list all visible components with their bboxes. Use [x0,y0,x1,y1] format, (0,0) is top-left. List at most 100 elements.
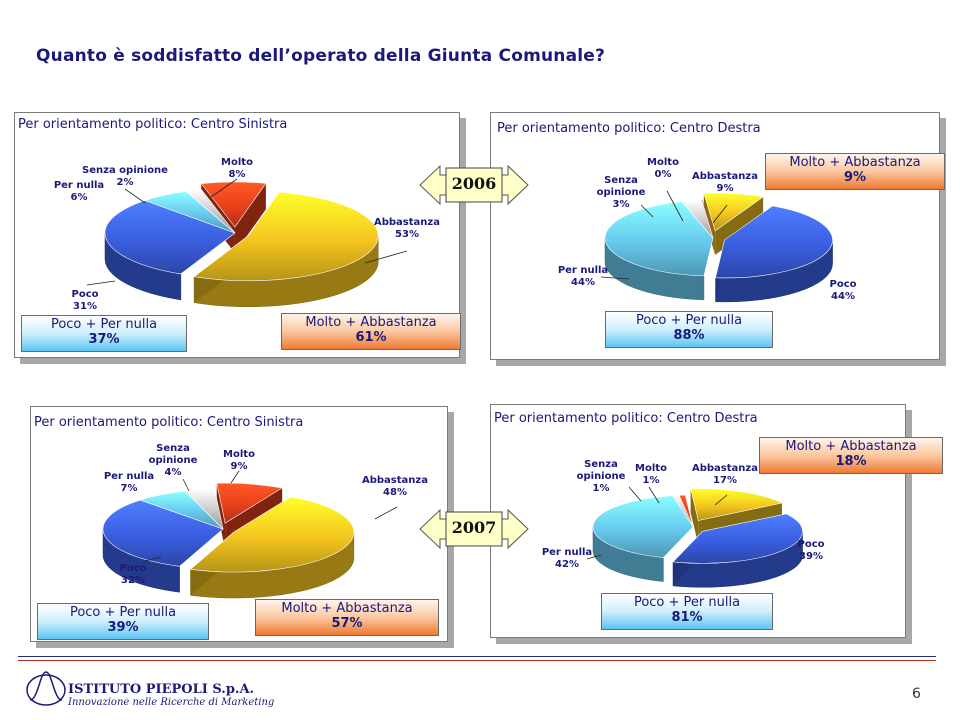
data-label-molto: Molto 9% [223,449,255,472]
pie-chart: Molto 8% Abbastanza 53% Poco 31% Per nulla 6%Se… [54,157,440,312]
summary-label: Poco + Per nulla [633,595,741,610]
pie-slice-abbastanza [193,191,379,282]
pie-chart: Molto 1% Abbastanza 17% Poco 39% Per nulla 42% S… [542,459,825,588]
pie-slice-abbastanza [703,192,764,232]
pie-slice-per-nulla [592,495,694,558]
pie-slice-poco [104,200,236,275]
summary-value: 39% [107,620,139,635]
year-marker-2007: 2007 [418,506,530,552]
leader-line [230,470,240,484]
summary-box-poco-per-nulla: Poco + Per nulla 39% [37,603,209,640]
pie-slice-senza-opinione [681,199,714,239]
leader-line [374,506,398,520]
leader-line [364,250,408,264]
data-label-poco: Poco 39% [798,539,825,562]
data-label-per-nulla: Per nulla 6% [54,180,104,203]
summary-box-molto-abbastanza: Molto + Abbastanza 61% [281,313,461,350]
summary-box-poco-per-nulla: Poco + Per nulla 37% [21,315,187,352]
data-label-per-nulla: Per nulla 7% [104,471,154,494]
pie-cut-face [216,483,226,550]
chart-panel-2007-centro-destra: Per orientamento politico: Centro Destra… [490,404,943,638]
chart-panel-2006-centro-destra: Per orientamento politico: Centro Destra… [490,112,945,360]
summary-value: 88% [673,328,705,343]
pie-slice-senza-opinione [184,488,224,530]
leader-line [712,204,728,224]
pie-slice-poco [672,513,803,564]
page-number: 6 [912,686,921,702]
pie-slice-senza-opinione [672,495,694,528]
pie-slice-abbastanza [189,496,355,573]
pie-slice-molto [200,181,267,228]
data-label-senza-opinione: Senza opinione 2% [82,165,168,188]
summary-box-molto-abbastanza: Molto + Abbastanza 57% [255,599,439,636]
company-tagline: Innovazione nelle Ricerche di Marketing [68,697,275,708]
leader-line [144,556,162,562]
leader-line [714,494,728,506]
data-label-per-nulla: Per nulla 42% [542,547,592,570]
leader-line [666,190,684,222]
summary-box-molto-abbastanza: Molto + Abbastanza 18% [759,437,943,474]
leader-line [124,188,146,204]
data-label-poco: Poco 44% [830,279,857,302]
summary-label: Poco + Per nulla [635,313,743,328]
pie-slice-poco [715,205,833,279]
data-label-senza-opinione: Senza opinione 3% [597,175,646,210]
chart-title: Per orientamento politico: Centro Sinist… [34,415,304,430]
pie-cut-face [234,183,266,254]
summary-value: 18% [835,454,867,469]
summary-value: 61% [355,330,387,345]
chart-title: Per orientamento politico: Centro Destra [497,121,761,136]
data-label-senza-opinione: Senza opinione 4% [149,443,198,478]
leader-line [640,204,654,218]
data-label-molto: Molto 8% [221,157,253,180]
double-arrow-icon [419,508,529,550]
summary-box-poco-per-nulla: Poco + Per nulla 88% [605,311,773,348]
company-name: ISTITUTO PIEPOLI S.p.A. [68,682,255,697]
summary-value: 9% [843,170,867,185]
summary-value: 57% [331,616,363,631]
chart-title: Per orientamento politico: Centro Sinist… [18,117,288,132]
data-label-per-nulla: Per nulla 44% [558,265,608,288]
summary-value: 81% [671,610,703,625]
summary-label: Poco + Per nulla [69,605,177,620]
pie-slice-poco [102,499,224,567]
data-label-senza-opinione: Senza opinione 1% [577,459,626,494]
year-label: 2006 [451,174,497,193]
pie-slice-senza-opinione [185,189,236,234]
data-label-abbastanza: Abbastanza 53% [374,217,440,240]
chart-title: Per orientamento politico: Centro Destra [494,411,758,426]
footer-divider [18,656,936,657]
leader-line [182,478,190,492]
pie-chart: Molto 0% Abbastanza 9% Poco 44% Per nulla 44% Se… [558,157,857,303]
leader-line [210,178,238,198]
data-label-molto: Molto 1% [635,463,667,486]
chart-panel-2007-centro-sinistra: Per orientamento politico: Centro Sinist… [30,406,448,642]
year-marker-2006: 2006 [418,162,530,208]
pie-slice-molto [216,482,284,524]
summary-label: Molto + Abbastanza [789,155,921,170]
footer-divider-accent [18,660,936,661]
pie-slice-per-nulla [604,201,714,277]
pie-chart: Molto 9% Abbastanza 48% Poco 32% Per nulla 7%Se… [102,443,428,599]
summary-value: 37% [88,332,120,347]
leader-line [628,486,642,502]
summary-box-poco-per-nulla: Poco + Per nulla 81% [601,593,773,630]
year-label: 2007 [451,518,497,537]
leader-line [586,554,602,560]
page-title: Quanto è soddisfatto dell’operato della … [36,46,606,66]
summary-label: Molto + Abbastanza [305,315,437,330]
leader-line [648,486,660,504]
summary-label: Poco + Per nulla [50,317,158,332]
leader-line [600,276,630,280]
data-label-poco: Poco 32% [120,563,147,586]
summary-box-molto-abbastanza: Molto + Abbastanza 9% [765,153,945,190]
summary-label: Molto + Abbastanza [785,439,917,454]
data-label-abbastanza: Abbastanza 17% [692,463,758,486]
double-arrow-icon [419,164,529,206]
chart-panel-2006-centro-sinistra: Per orientamento politico: Centro Sinist… [14,112,461,358]
leader-line [86,280,116,286]
data-label-molto: Molto 0% [647,157,679,180]
summary-label: Molto + Abbastanza [281,601,413,616]
piepoli-logo-icon [26,671,66,706]
data-label-abbastanza: Abbastanza 9% [692,171,758,194]
